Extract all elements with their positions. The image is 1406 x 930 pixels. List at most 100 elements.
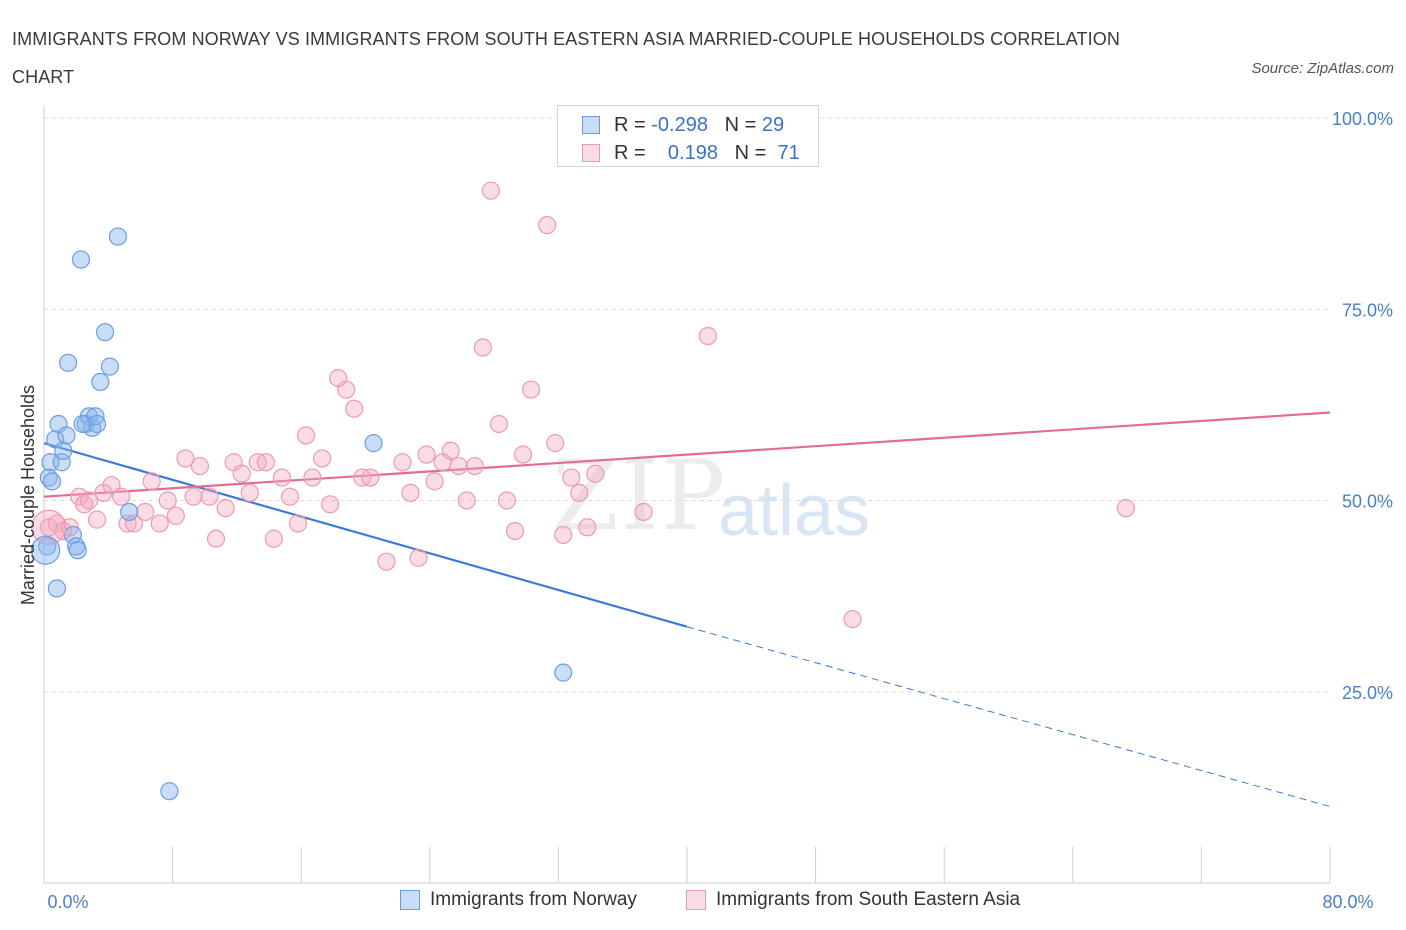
point-sea: [449, 456, 468, 476]
point-norway: [364, 434, 383, 453]
point-sea: [216, 499, 235, 518]
point-sea: [473, 338, 492, 357]
legend-row-norway: R = -0.298 N = 29: [582, 112, 784, 138]
point-sea: [481, 181, 500, 200]
point-sea: [698, 326, 717, 346]
point-norway: [120, 502, 139, 522]
tick-labels: 25.0% 50.0% 75.0% 100.0% 0.0% 80.0%: [47, 109, 1393, 912]
point-sea: [150, 514, 169, 533]
point-sea: [546, 434, 565, 453]
trend-line-ext-norway: [686, 626, 1331, 807]
point-sea: [489, 414, 509, 434]
point-norway: [42, 472, 62, 491]
point-norway: [31, 535, 61, 565]
trend-lines: [43, 411, 1331, 807]
y-tick-label: 50.0%: [1342, 492, 1393, 512]
point-sea: [634, 502, 653, 522]
point-sea: [457, 491, 476, 510]
point-sea: [200, 487, 219, 506]
point-sea: [417, 445, 436, 464]
data-points: [31, 181, 1135, 801]
point-sea: [393, 453, 412, 472]
trend-line-sea: [43, 411, 1331, 498]
point-sea: [337, 380, 356, 399]
point-sea: [521, 380, 541, 399]
point-sea: [513, 445, 533, 464]
bottom-legend-swatch-sea: [686, 890, 706, 910]
point-norway: [52, 453, 71, 472]
legend-r-value-sea: 0.198: [667, 141, 718, 164]
point-sea: [232, 464, 251, 483]
point-sea: [303, 468, 322, 487]
point-norway: [73, 414, 92, 434]
legend-n-label: N =: [724, 113, 757, 136]
point-norway: [95, 323, 115, 342]
legend-row-sea: R = 0.198 N = 71: [582, 140, 800, 166]
point-sea: [465, 456, 484, 476]
y-tick-label: 25.0%: [1342, 683, 1393, 703]
point-norway: [68, 541, 87, 560]
point-sea: [31, 509, 67, 545]
point-sea: [843, 609, 862, 629]
point-sea: [578, 518, 597, 537]
point-sea: [288, 514, 308, 533]
x-tick-label: 80.0%: [1322, 892, 1373, 912]
point-sea: [377, 552, 396, 571]
point-sea: [586, 464, 605, 483]
bottom-legend-swatch-norway: [400, 890, 420, 910]
y-tick-label: 100.0%: [1332, 109, 1393, 129]
point-sea: [166, 506, 185, 525]
point-sea: [497, 491, 517, 510]
bottom-legend-label-sea: Immigrants from South Eastern Asia: [716, 889, 1021, 910]
source-label: Source: ZipAtlas.com: [1251, 60, 1394, 77]
point-sea: [296, 426, 316, 445]
axes: [43, 105, 1331, 884]
point-sea: [361, 468, 380, 487]
point-sea: [79, 491, 99, 510]
point-sea: [264, 529, 283, 548]
point-sea: [87, 510, 107, 529]
point-norway: [100, 357, 120, 376]
point-sea: [409, 548, 428, 567]
point-sea: [280, 487, 300, 506]
point-sea: [562, 468, 581, 487]
point-sea: [206, 529, 226, 548]
point-sea: [570, 483, 589, 502]
point-sea: [538, 216, 557, 235]
point-norway: [59, 353, 78, 372]
point-norway: [47, 579, 66, 598]
legend-r-label: R =: [614, 141, 646, 164]
point-norway: [71, 250, 91, 269]
point-sea: [554, 525, 573, 545]
grid-lines: [44, 117, 1330, 693]
point-sea: [441, 441, 460, 460]
point-norway: [91, 372, 110, 392]
point-sea: [256, 453, 275, 472]
legend-n-value-norway: 29: [761, 113, 785, 136]
point-norway: [38, 537, 57, 556]
point-sea: [272, 468, 292, 487]
point-norway: [57, 426, 76, 445]
point-sea: [112, 487, 131, 506]
point-sea: [321, 495, 340, 514]
y-axis-label: Married-couple Households: [18, 385, 38, 605]
point-sea: [158, 491, 177, 510]
legend-r-value-norway: -0.298: [651, 113, 708, 136]
legend-r-label: R =: [614, 113, 646, 136]
point-norway: [108, 227, 128, 246]
point-sea: [124, 514, 144, 533]
bottom-legend-norway: Immigrants from Norway: [400, 889, 637, 911]
point-sea: [425, 472, 444, 491]
legend-swatch-sea: [582, 144, 600, 162]
point-sea: [176, 449, 195, 468]
point-sea: [505, 521, 525, 541]
point-sea: [136, 502, 155, 522]
point-sea: [184, 487, 203, 506]
point-sea: [240, 483, 259, 502]
point-norway: [54, 441, 73, 460]
x-tick-label: 0.0%: [47, 892, 88, 912]
point-norway: [87, 414, 107, 434]
point-sea: [118, 514, 137, 533]
y-tick-label: 75.0%: [1342, 300, 1393, 320]
point-sea: [190, 456, 210, 476]
